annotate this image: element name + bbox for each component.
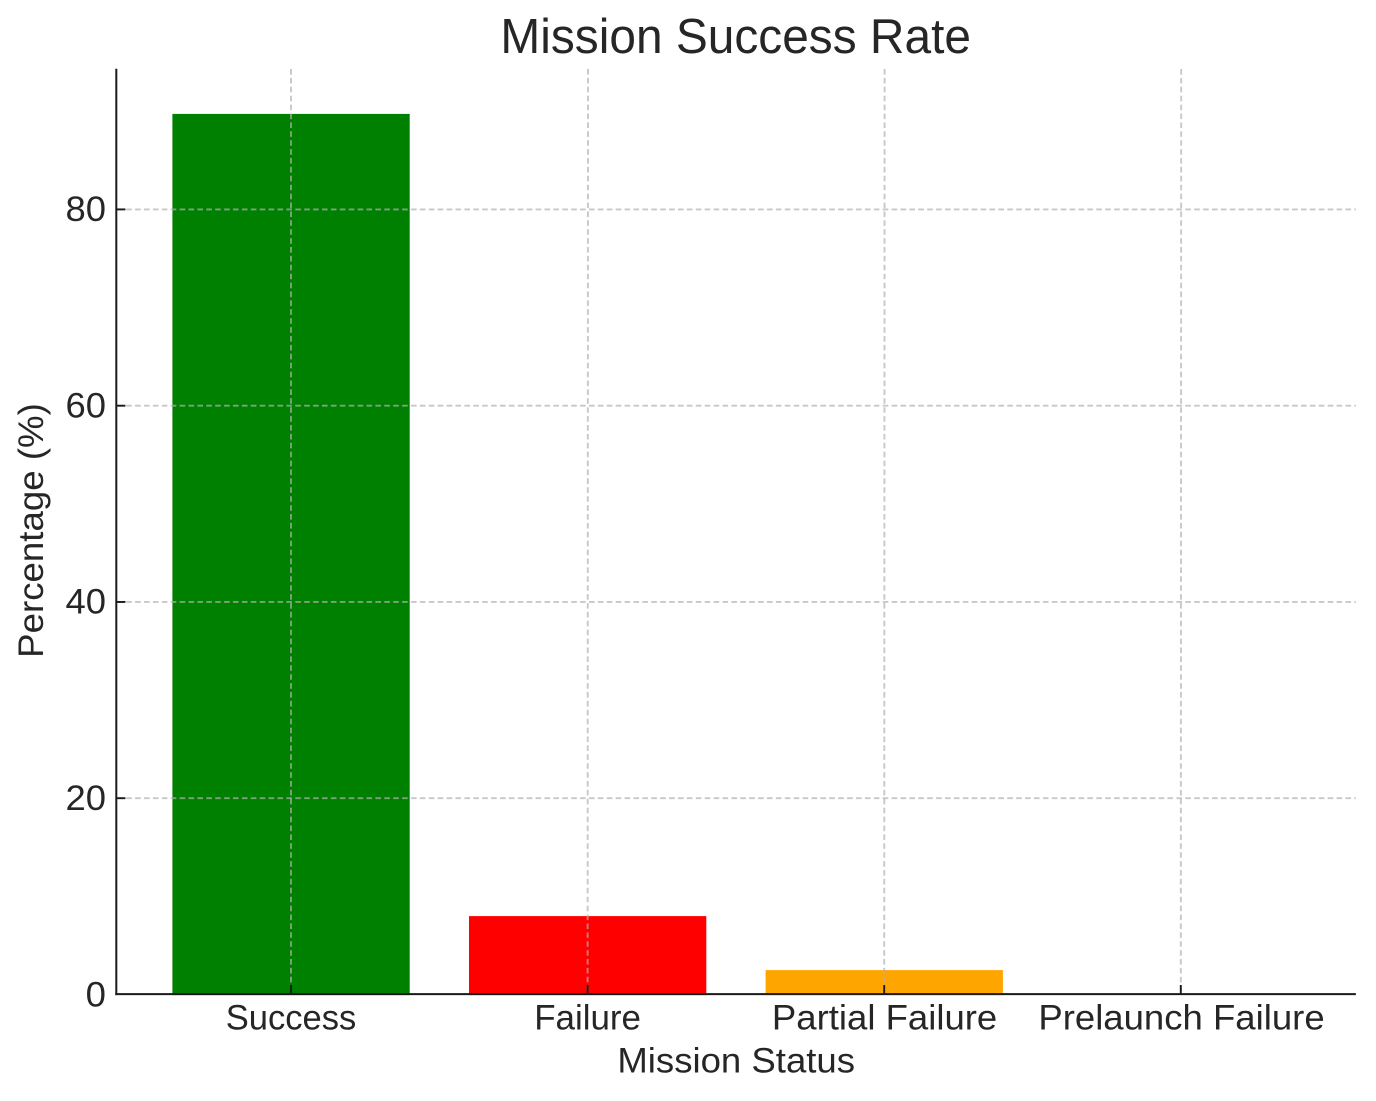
svg-text:80: 80 (66, 189, 107, 229)
svg-text:60: 60 (66, 385, 107, 425)
svg-text:Percentage (%): Percentage (%) (11, 403, 51, 658)
svg-text:Success: Success (226, 997, 357, 1037)
svg-text:0: 0 (86, 974, 106, 1014)
svg-text:Mission Status: Mission Status (617, 1041, 855, 1081)
svg-text:20: 20 (66, 778, 107, 818)
svg-text:Failure: Failure (534, 997, 641, 1037)
svg-text:Prelaunch Failure: Prelaunch Failure (1038, 997, 1324, 1037)
svg-text:40: 40 (66, 582, 107, 622)
svg-text:Partial Failure: Partial Failure (772, 997, 997, 1037)
svg-text:Mission Success Rate: Mission Success Rate (500, 10, 971, 64)
